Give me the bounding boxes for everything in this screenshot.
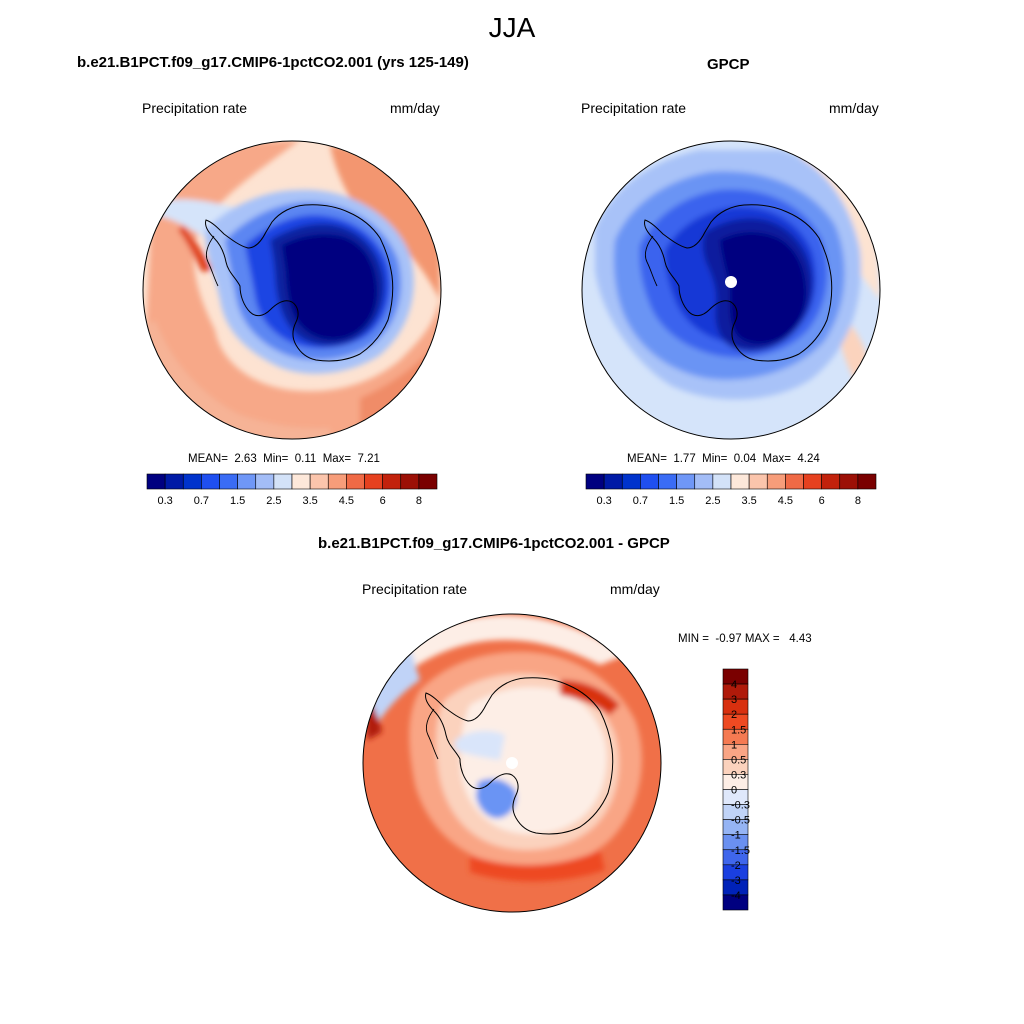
panel-2-colorbar-tick-label: 3.5 — [741, 495, 756, 507]
panel-1-variable-label: Precipitation rate — [142, 100, 248, 116]
panel-2-colorbar-box-12 — [803, 473, 822, 490]
panel-1-colorbar-tick-label: 2.5 — [266, 495, 281, 507]
panel-3-colorbar-tick-label: 4 — [731, 679, 737, 691]
panel-2-colorbar-tick-label: 6 — [819, 495, 825, 507]
panel-2-colorbar: 0.3 0.7 1.5 2.5 3.5 4.5 6 8 — [585, 473, 877, 507]
panel-3-colorbar-tick-label: -1.5 — [731, 845, 750, 857]
panel-1-colorbar-box-5 — [237, 473, 257, 490]
panel-1-colorbar-box-10 — [327, 473, 347, 490]
panel-1-colorbar-box-4 — [219, 473, 238, 490]
panel-2-colorbar-tick-label: 2.5 — [705, 495, 720, 507]
panel-3-colorbar-tick-label: 3 — [731, 694, 737, 706]
panel-3-stats: MIN = -0.97 MAX = 4.43 — [678, 633, 812, 645]
panel-1-colorbar-box-15 — [418, 473, 438, 490]
panel-2-stats: MEAN= 1.77 Min= 0.04 Max= 4.24 — [627, 453, 820, 465]
panel-1-colorbar-box-12 — [364, 473, 383, 490]
panel-3-map — [362, 613, 662, 913]
panel-1-colorbar-box-6 — [255, 473, 275, 490]
panel-1-colorbar-tick-label: 1.5 — [230, 495, 245, 507]
panel-2-colorbar-box-9 — [748, 473, 768, 490]
panel-1-units-label: mm/day — [390, 100, 440, 116]
panel-3-colorbar-tick-label: 0 — [731, 785, 737, 797]
panel-2-colorbar-box-7 — [712, 473, 732, 490]
panel-3-colorbar-tick-label: 1.5 — [731, 724, 746, 736]
panel-2-pole-hole — [725, 276, 737, 288]
panel-3-variable-label: Precipitation rate — [362, 581, 468, 597]
panel-1-colorbar-tick-label: 0.3 — [157, 495, 172, 507]
panel-3-colorbar-tick-label: -3 — [731, 875, 741, 887]
panel-2-colorbar-box-8 — [730, 473, 750, 490]
panel-1-map — [142, 140, 442, 440]
panel-2-colorbar-tick-label: 0.7 — [633, 495, 648, 507]
panel-2-colorbar-tick-label: 0.3 — [596, 495, 611, 507]
panel-3-colorbar-tick-label: -2 — [731, 860, 741, 872]
panel-2-colorbar-box-6 — [694, 473, 714, 490]
panel-1-colorbar-box-2 — [182, 473, 202, 490]
panel-3-colorbar-tick-label: -1 — [731, 830, 741, 842]
panel-1-colorbar-tick-label: 3.5 — [302, 495, 317, 507]
panel-1-colorbar-box-1 — [164, 473, 184, 490]
panel-1-colorbar-tick-label: 6 — [380, 495, 386, 507]
panel-1-colorbar-box-7 — [273, 473, 293, 490]
panel-1-colorbar-box-8 — [291, 473, 311, 490]
panel-1-colorbar-box-11 — [346, 473, 365, 490]
panel-3-units-label: mm/day — [610, 581, 660, 597]
panel-3-colorbar-tick-label: -0.3 — [731, 800, 750, 812]
panel-3-colorbar-tick-label: -4 — [731, 890, 741, 902]
panel-1-colorbar-box-13 — [382, 473, 402, 490]
panel-2-title: GPCP — [707, 56, 750, 73]
panel-3-colorbar-tick-label: 2 — [731, 709, 737, 721]
panel-3-colorbar-box-15 — [722, 894, 749, 911]
panel-2-colorbar-tick-label: 8 — [855, 495, 861, 507]
panel-2-colorbar-box-10 — [766, 473, 786, 490]
panel-2-colorbar-box-1 — [603, 473, 623, 490]
panel-2-colorbar-box-5 — [676, 473, 696, 490]
panel-3-colorbar-tick-label: 0.5 — [731, 754, 746, 766]
panel-1-colorbar-box-9 — [309, 473, 329, 490]
panel-2-colorbar-box-13 — [821, 473, 841, 490]
panel-2-variable-label: Precipitation rate — [581, 100, 687, 116]
panel-2-colorbar-box-11 — [785, 473, 804, 490]
panel-1-colorbar-box-3 — [201, 473, 220, 490]
panel-1-colorbar-tick-label: 8 — [416, 495, 422, 507]
panel-2-colorbar-tick-label: 1.5 — [669, 495, 684, 507]
panel-1-colorbar-box-0 — [146, 473, 166, 490]
panel-1-colorbar-tick-label: 4.5 — [339, 495, 354, 507]
panel-1-stats: MEAN= 2.63 Min= 0.11 Max= 7.21 — [188, 453, 380, 465]
figure-title: JJA — [488, 12, 536, 43]
panel-2-colorbar-box-3 — [640, 473, 659, 490]
panel-3-pole-hole — [506, 757, 518, 769]
panel-3-colorbar: 4 3 2 1.5 1 0.5 0.3 0 -0.3 -0.5 -1 -1.5 -2 -3 -4 — [722, 668, 750, 911]
panel-3-colorbar-tick-label: 1 — [731, 739, 737, 751]
panel-3-colorbar-tick-label: -0.5 — [731, 815, 750, 827]
panel-2-map — [581, 140, 881, 440]
panel-1-colorbar-box-14 — [400, 473, 420, 490]
panel-3-title: b.e21.B1PCT.f09_g17.CMIP6-1pctCO2.001 - … — [318, 535, 670, 552]
panel-2-colorbar-box-15 — [857, 473, 877, 490]
panel-3-colorbar-tick-label: 0.3 — [731, 769, 746, 781]
panel-2-colorbar-box-0 — [585, 473, 605, 490]
panel-1-colorbar: 0.3 0.7 1.5 2.5 3.5 4.5 6 8 — [146, 473, 438, 507]
panel-1-colorbar-tick-label: 0.7 — [194, 495, 209, 507]
panel-2-colorbar-box-14 — [839, 473, 859, 490]
panel-1-title: b.e21.B1PCT.f09_g17.CMIP6-1pctCO2.001 (y… — [77, 54, 469, 71]
panel-2-colorbar-tick-label: 4.5 — [778, 495, 793, 507]
panel-2-colorbar-box-4 — [658, 473, 677, 490]
panel-2-colorbar-box-2 — [621, 473, 641, 490]
panel-2-units-label: mm/day — [829, 100, 879, 116]
